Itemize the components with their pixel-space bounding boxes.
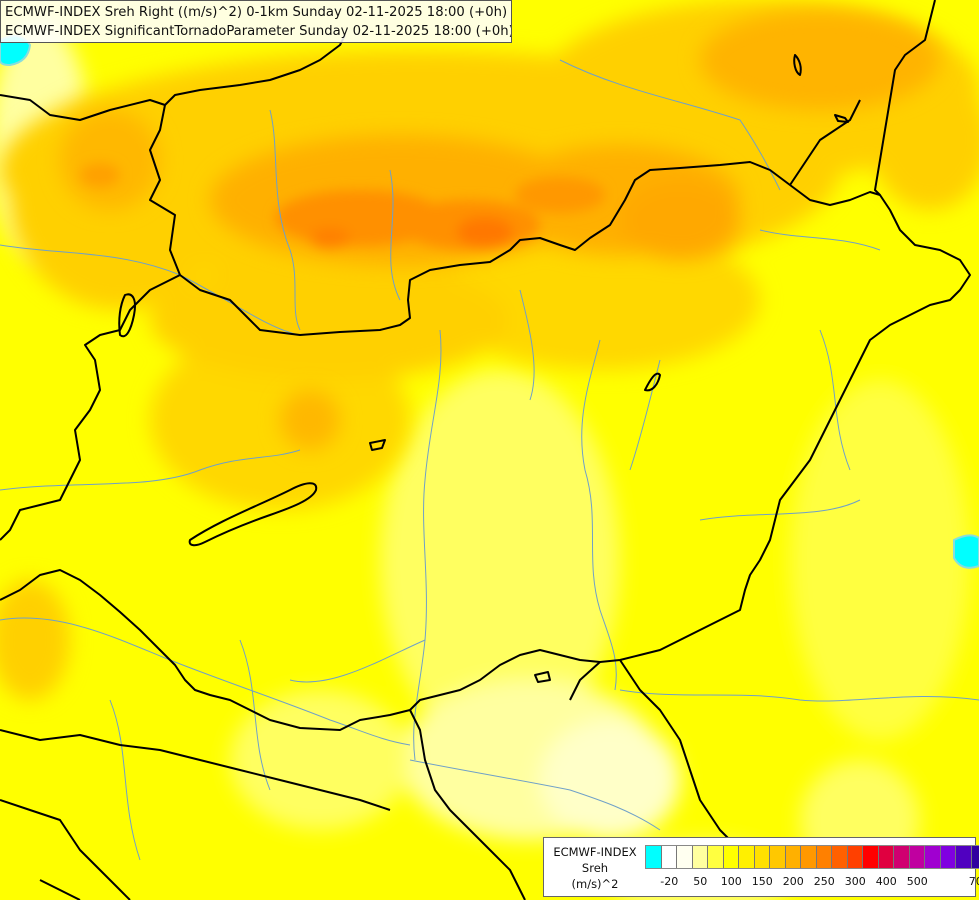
legend-swatch <box>956 846 972 868</box>
legend-tick-label: 400 <box>875 875 897 888</box>
legend-swatch <box>646 846 662 868</box>
legend-title-line1: ECMWF-INDEX <box>553 845 637 859</box>
legend-swatch <box>847 846 863 868</box>
legend-swatch <box>708 846 724 868</box>
legend-swatch <box>754 846 770 868</box>
water-spots <box>0 35 979 569</box>
legend-tick-label: 700 <box>968 875 979 888</box>
legend-swatch <box>878 846 894 868</box>
legend-title: ECMWF-INDEX Sreh (m/s)^2 <box>548 844 642 892</box>
legend-title-line2: Sreh <box>581 861 609 875</box>
title-line-stp: ECMWF-INDEX SignificantTornadoParameter … <box>5 24 512 39</box>
legend-tick-label: 50 <box>693 875 708 888</box>
legend-swatch <box>971 846 979 868</box>
legend-swatch <box>894 846 910 868</box>
legend-swatch <box>723 846 739 868</box>
legend-swatch <box>739 846 755 868</box>
legend-swatch <box>770 846 786 868</box>
legend-swatch <box>863 846 879 868</box>
legend-tick-label: 500 <box>906 875 928 888</box>
legend-title-line3: (m/s)^2 <box>571 877 619 891</box>
legend-swatches <box>645 845 979 869</box>
legend-tick-label: 100 <box>720 875 742 888</box>
legend-swatch <box>785 846 801 868</box>
legend-swatch <box>925 846 941 868</box>
title-line-sreh: ECMWF-INDEX Sreh Right ((m/s)^2) 0-1km S… <box>5 5 508 20</box>
rivers <box>0 59 979 861</box>
legend-swatch <box>661 846 677 868</box>
legend-tick-label: 250 <box>813 875 835 888</box>
legend-swatch <box>909 846 925 868</box>
map-title-box: ECMWF-INDEX Sreh Right ((m/s)^2) 0-1km S… <box>0 0 512 43</box>
legend-swatch <box>832 846 848 868</box>
legend-tick-label: 300 <box>844 875 866 888</box>
field-core <box>80 163 605 250</box>
legend-tick-label: 200 <box>782 875 804 888</box>
legend-swatch <box>816 846 832 868</box>
legend-swatch <box>940 846 956 868</box>
legend-tick-label: 150 <box>751 875 773 888</box>
legend-swatch <box>801 846 817 868</box>
legend-tick-label: -20 <box>660 875 679 888</box>
color-legend: ECMWF-INDEX Sreh (m/s)^2 -20 50 100 150 200 2… <box>543 837 979 897</box>
legend-swatch <box>677 846 693 868</box>
legend-swatch <box>692 846 708 868</box>
